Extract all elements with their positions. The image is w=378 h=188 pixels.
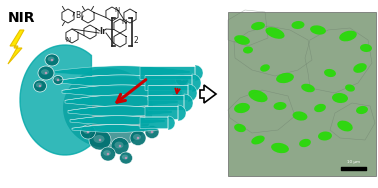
Text: N: N <box>121 19 127 25</box>
Ellipse shape <box>260 64 270 72</box>
Ellipse shape <box>115 142 124 148</box>
Ellipse shape <box>243 46 253 54</box>
Ellipse shape <box>89 130 111 150</box>
Ellipse shape <box>324 69 336 77</box>
Ellipse shape <box>345 84 355 92</box>
Polygon shape <box>140 116 175 130</box>
Ellipse shape <box>107 153 109 155</box>
Ellipse shape <box>271 143 289 153</box>
Ellipse shape <box>63 68 153 148</box>
Ellipse shape <box>314 104 326 112</box>
Ellipse shape <box>45 72 47 74</box>
Ellipse shape <box>147 128 155 134</box>
Polygon shape <box>68 106 172 116</box>
Ellipse shape <box>310 25 326 35</box>
Polygon shape <box>62 85 182 97</box>
Ellipse shape <box>251 136 265 144</box>
Ellipse shape <box>274 102 287 110</box>
Ellipse shape <box>234 35 250 45</box>
Polygon shape <box>55 66 190 76</box>
Ellipse shape <box>353 63 367 73</box>
Ellipse shape <box>41 69 49 75</box>
Ellipse shape <box>119 152 133 164</box>
Polygon shape <box>20 45 91 155</box>
Polygon shape <box>148 94 193 112</box>
Ellipse shape <box>234 103 250 113</box>
Ellipse shape <box>251 22 265 30</box>
Polygon shape <box>145 74 201 92</box>
Polygon shape <box>145 105 186 121</box>
Ellipse shape <box>111 137 129 155</box>
Ellipse shape <box>34 80 46 92</box>
Ellipse shape <box>122 155 128 159</box>
Ellipse shape <box>119 145 121 147</box>
Ellipse shape <box>301 84 315 92</box>
Ellipse shape <box>51 59 53 61</box>
Ellipse shape <box>176 91 178 93</box>
Ellipse shape <box>181 79 183 81</box>
Ellipse shape <box>125 157 127 159</box>
Polygon shape <box>70 116 165 125</box>
Ellipse shape <box>99 139 101 141</box>
Ellipse shape <box>332 93 348 103</box>
Ellipse shape <box>137 137 139 139</box>
Ellipse shape <box>83 128 91 134</box>
Ellipse shape <box>145 126 159 139</box>
Text: 2: 2 <box>134 36 139 45</box>
Ellipse shape <box>103 150 111 156</box>
Ellipse shape <box>234 124 246 132</box>
Ellipse shape <box>48 57 54 61</box>
Ellipse shape <box>54 77 59 81</box>
Polygon shape <box>58 75 186 87</box>
Ellipse shape <box>151 131 153 133</box>
Ellipse shape <box>101 147 116 161</box>
Ellipse shape <box>133 134 141 140</box>
Ellipse shape <box>299 139 311 147</box>
Polygon shape <box>65 95 178 107</box>
Ellipse shape <box>356 106 368 114</box>
Polygon shape <box>72 125 158 132</box>
Ellipse shape <box>172 87 183 97</box>
Text: N: N <box>65 37 71 43</box>
Ellipse shape <box>36 83 42 87</box>
Ellipse shape <box>53 76 63 84</box>
Ellipse shape <box>337 121 353 131</box>
Polygon shape <box>8 30 24 64</box>
Ellipse shape <box>57 79 59 81</box>
Ellipse shape <box>81 125 96 139</box>
Ellipse shape <box>39 85 41 87</box>
Ellipse shape <box>248 90 268 102</box>
Ellipse shape <box>339 31 357 41</box>
FancyArrow shape <box>200 85 216 103</box>
Ellipse shape <box>45 54 59 66</box>
Ellipse shape <box>93 135 104 143</box>
Ellipse shape <box>265 27 285 39</box>
Ellipse shape <box>87 131 89 133</box>
Ellipse shape <box>291 21 305 29</box>
Ellipse shape <box>360 44 372 52</box>
Ellipse shape <box>276 73 294 83</box>
Text: B: B <box>76 11 81 20</box>
Ellipse shape <box>318 131 332 140</box>
Ellipse shape <box>38 66 54 80</box>
Polygon shape <box>148 84 197 102</box>
Text: N: N <box>115 7 119 13</box>
Polygon shape <box>140 65 203 81</box>
Ellipse shape <box>293 111 307 121</box>
Ellipse shape <box>175 74 189 86</box>
Ellipse shape <box>130 130 146 146</box>
Text: 10 μm: 10 μm <box>347 160 360 164</box>
Bar <box>228 12 376 176</box>
Text: NIR: NIR <box>8 11 36 25</box>
Text: Ir: Ir <box>99 27 107 36</box>
